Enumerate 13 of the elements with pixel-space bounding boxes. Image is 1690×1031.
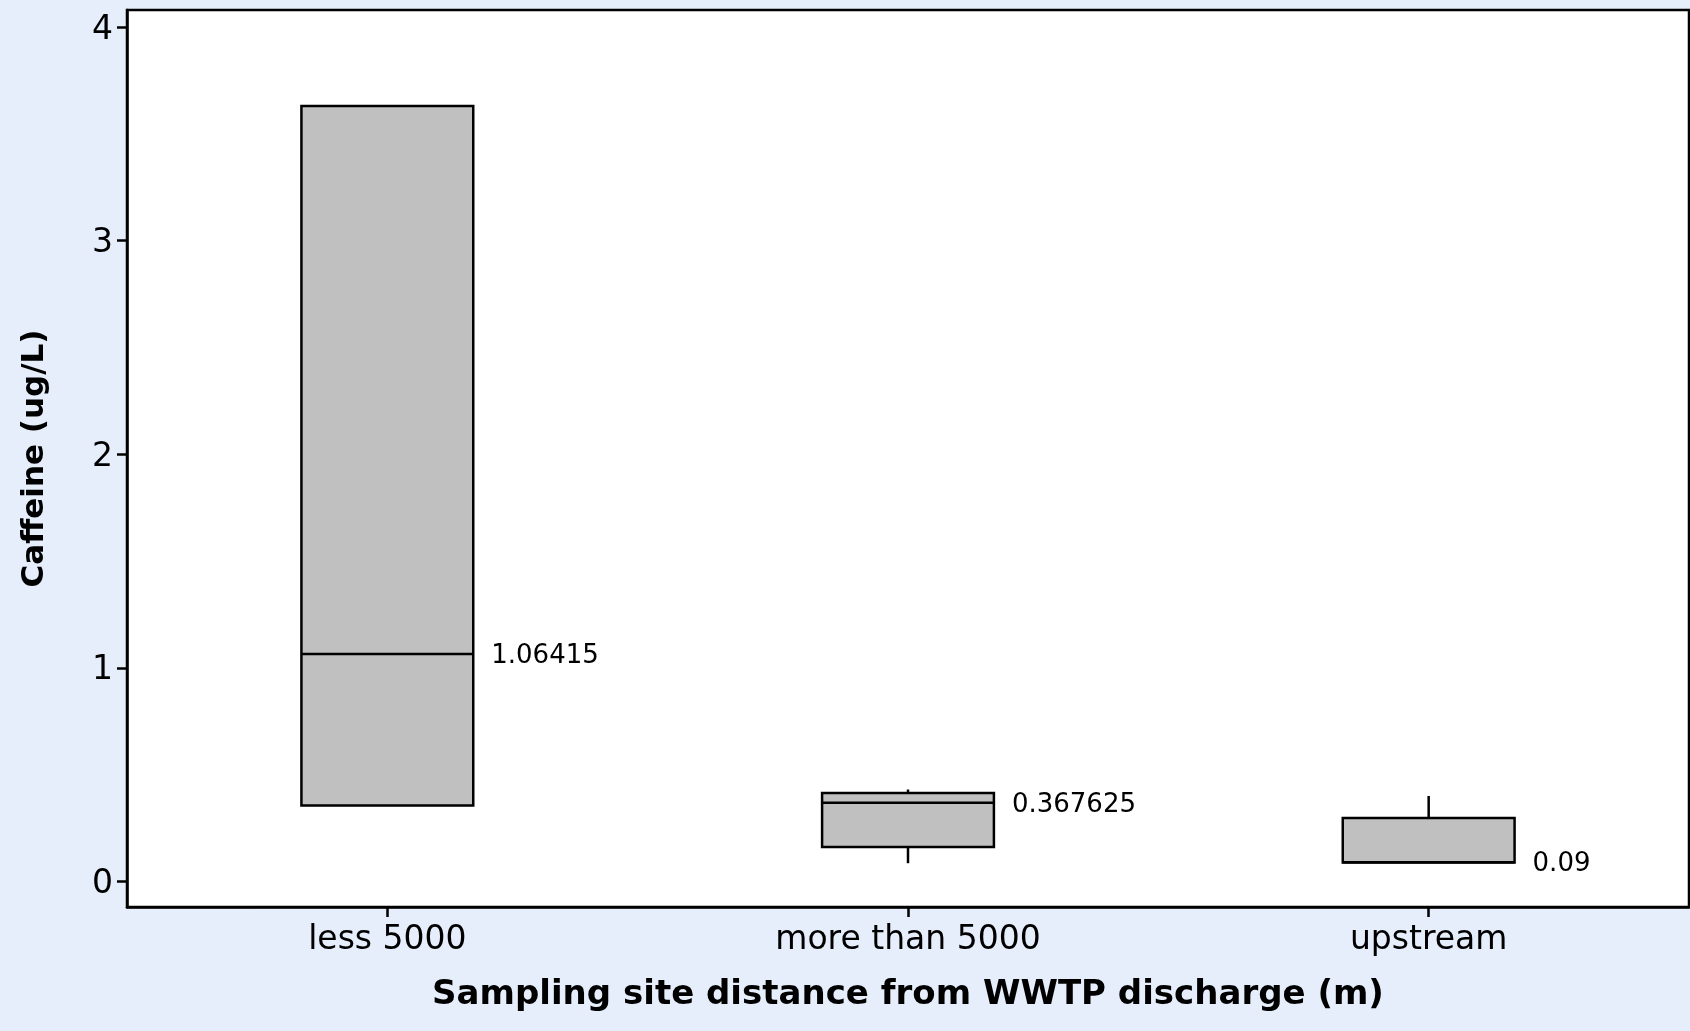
- annotation: 0.09: [1532, 847, 1591, 878]
- x-tick-label: upstream: [1349, 918, 1508, 957]
- y-tick-label: 0: [92, 861, 113, 901]
- x-tick-label: more than 5000: [775, 918, 1041, 957]
- x-axis-title: Sampling site distance from WWTP discharge (m): [432, 972, 1384, 1012]
- annotation: 1.06415: [491, 639, 599, 670]
- y-tick-label: 1: [92, 648, 113, 688]
- y-tick-label: 4: [92, 7, 113, 47]
- x-tick-label: less 5000: [308, 918, 467, 957]
- annotation: 0.367625: [1011, 787, 1136, 818]
- y-tick-label: 2: [92, 434, 113, 474]
- y-axis-title: Caffeine (ug/L): [13, 329, 50, 588]
- y-tick-label: 3: [92, 221, 113, 261]
